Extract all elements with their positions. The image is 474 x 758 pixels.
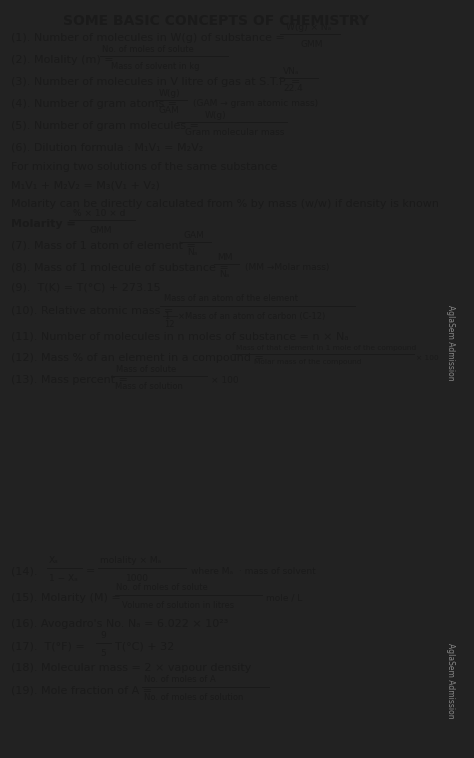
Text: AglaSem Admission: AglaSem Admission — [446, 643, 455, 719]
Text: Mass of solute: Mass of solute — [117, 365, 177, 374]
Text: (17).  T(°F) =: (17). T(°F) = — [11, 641, 88, 651]
Text: % × 10 × d: % × 10 × d — [73, 209, 125, 218]
Text: AglaSem Admission: AglaSem Admission — [446, 305, 455, 381]
Text: (3). Number of molecules in V litre of gas at S.T.P. =: (3). Number of molecules in V litre of g… — [11, 77, 304, 87]
Text: No. of moles of solute: No. of moles of solute — [117, 583, 208, 592]
Text: (7). Mass of 1 atom of element =: (7). Mass of 1 atom of element = — [11, 241, 199, 251]
Text: (1). Number of molecules in W(g) of substance =: (1). Number of molecules in W(g) of subs… — [11, 33, 288, 43]
Text: Mass of that element in 1 mole of the compound: Mass of that element in 1 mole of the co… — [236, 345, 416, 351]
Text: GMM: GMM — [89, 226, 112, 235]
Text: 1 − Xₐ: 1 − Xₐ — [49, 575, 78, 584]
Text: where Mₐ  · mass of solvent: where Mₐ · mass of solvent — [191, 567, 316, 576]
Text: Molarity can be directly calculated from % by mass (w/w) if density is known: Molarity can be directly calculated from… — [11, 199, 439, 209]
Text: 9: 9 — [100, 631, 106, 641]
Text: No. of moles of A: No. of moles of A — [144, 675, 216, 684]
Text: 1: 1 — [164, 312, 169, 321]
Text: molality × Mₐ: molality × Mₐ — [100, 556, 161, 565]
Text: (6). Dilution formula : M₁V₁ = M₂V₂: (6). Dilution formula : M₁V₁ = M₂V₂ — [11, 143, 203, 153]
Text: Nₐ: Nₐ — [187, 248, 198, 257]
Text: W(g): W(g) — [158, 89, 180, 98]
Text: (2). Molality (m) =: (2). Molality (m) = — [11, 55, 117, 65]
Text: (15). Molarity (M) =: (15). Molarity (M) = — [11, 593, 124, 603]
Text: 5: 5 — [100, 650, 106, 658]
Text: Molarity =: Molarity = — [11, 219, 80, 229]
Text: (11). Number of molecules in n moles of substance = n × Nₐ: (11). Number of molecules in n moles of … — [11, 331, 349, 341]
Text: Nₐ: Nₐ — [219, 270, 230, 279]
Text: (9).  T(K) = T(°C) + 273.15: (9). T(K) = T(°C) + 273.15 — [11, 283, 161, 293]
Text: Mass of solution: Mass of solution — [115, 382, 182, 391]
Text: 22.4: 22.4 — [283, 84, 303, 93]
Text: (5). Number of gram molecules =: (5). Number of gram molecules = — [11, 121, 202, 131]
Text: No. of moles of solution: No. of moles of solution — [144, 694, 243, 702]
Text: Xₐ: Xₐ — [49, 556, 59, 565]
Text: × 100: × 100 — [416, 355, 438, 361]
Text: (12). Mass % of an element in a compound =: (12). Mass % of an element in a compound… — [11, 353, 267, 363]
Text: Mass of solvent in kg: Mass of solvent in kg — [111, 62, 200, 71]
Text: W(g) × Nₐ: W(g) × Nₐ — [286, 23, 331, 32]
Text: (MM →Molar mass): (MM →Molar mass) — [245, 263, 329, 272]
Text: MM: MM — [218, 253, 233, 262]
Text: × 100: × 100 — [211, 376, 239, 384]
Text: Mass of an atom of the element: Mass of an atom of the element — [164, 294, 298, 302]
Text: T(°C) + 32: T(°C) + 32 — [115, 641, 174, 651]
Text: No. of moles of solute: No. of moles of solute — [102, 45, 194, 54]
Text: (GAM → gram atomic mass): (GAM → gram atomic mass) — [193, 99, 318, 108]
Text: (8). Mass of 1 molecule of substance =: (8). Mass of 1 molecule of substance = — [11, 263, 232, 273]
Text: Gram molecular mass: Gram molecular mass — [185, 128, 284, 137]
Text: 12: 12 — [164, 320, 174, 329]
Text: W(g): W(g) — [205, 111, 227, 120]
Text: Volume of solution in litres: Volume of solution in litres — [122, 601, 234, 610]
Text: (4). Number of gram atoms =: (4). Number of gram atoms = — [11, 99, 181, 109]
Text: VNₐ: VNₐ — [283, 67, 300, 76]
Text: (10). Relative atomic mass =: (10). Relative atomic mass = — [11, 305, 177, 316]
Text: Molar mass of the compound: Molar mass of the compound — [254, 359, 361, 365]
Text: 1000: 1000 — [126, 575, 148, 584]
Text: SOME BASIC CONCEPTS OF CHEMISTRY: SOME BASIC CONCEPTS OF CHEMISTRY — [63, 14, 369, 28]
Text: GAM: GAM — [184, 231, 205, 240]
Text: (16). Avogadro's No. Nₐ = 6.022 × 10²³: (16). Avogadro's No. Nₐ = 6.022 × 10²³ — [11, 619, 228, 629]
Text: (18). Molecular mass = 2 × vapour density: (18). Molecular mass = 2 × vapour densit… — [11, 663, 251, 673]
Text: GAM: GAM — [158, 106, 179, 115]
Text: For mixing two solutions of the same substance: For mixing two solutions of the same sub… — [11, 161, 277, 172]
Text: (19). Mole fraction of A =: (19). Mole fraction of A = — [11, 685, 155, 695]
Text: ×Mass of an atom of carbon (C-12): ×Mass of an atom of carbon (C-12) — [178, 312, 326, 321]
Text: M₁V₁ + M₂V₂ = M₃(V₁ + V₂): M₁V₁ + M₂V₂ = M₃(V₁ + V₂) — [11, 180, 160, 190]
Text: (13). Mass percent =: (13). Mass percent = — [11, 375, 131, 385]
Text: =: = — [85, 566, 99, 577]
Text: GMM: GMM — [301, 40, 323, 49]
Text: mole / L: mole / L — [266, 594, 302, 603]
Text: (14).: (14). — [11, 566, 41, 577]
